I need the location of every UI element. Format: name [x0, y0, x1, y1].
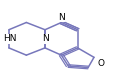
Text: HN: HN	[3, 34, 17, 43]
Text: N: N	[58, 13, 65, 22]
Text: O: O	[97, 59, 104, 68]
Text: N: N	[42, 34, 48, 43]
